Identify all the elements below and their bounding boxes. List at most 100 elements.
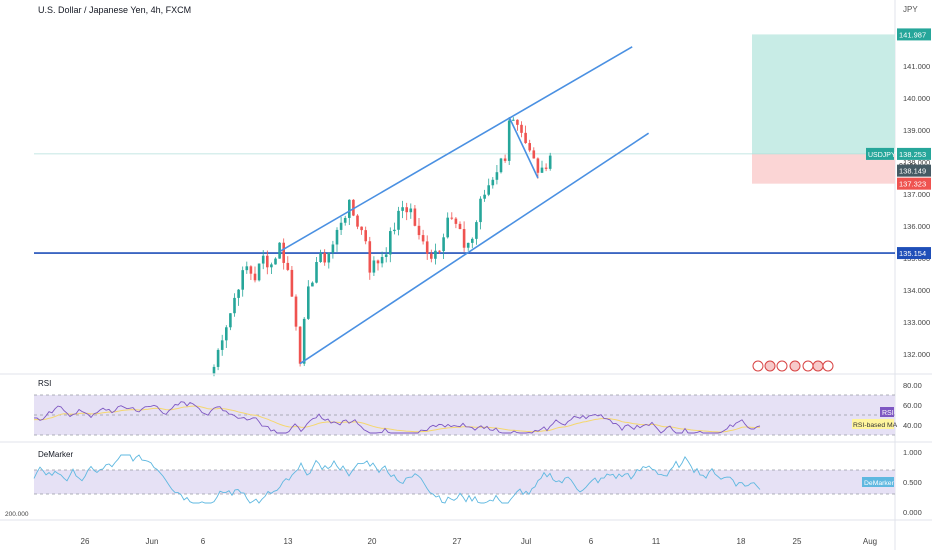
rsi-tick-label: 60.00 <box>903 401 922 410</box>
candle-body <box>282 242 285 263</box>
demarker-tick-label: 1.000 <box>903 448 922 457</box>
event-flag-icon <box>822 360 834 372</box>
candle-body <box>270 264 273 268</box>
candle-body <box>516 119 519 125</box>
demarker-badge-bg <box>862 477 894 487</box>
candle-body <box>401 207 404 211</box>
candle-body <box>266 255 269 268</box>
candle-body <box>298 326 302 364</box>
candle-body <box>446 217 449 238</box>
candle-body <box>253 273 257 281</box>
profit-zone <box>752 34 895 154</box>
current-price-badge-bg <box>897 147 931 160</box>
candle-body <box>413 208 417 226</box>
candle-body <box>212 366 216 374</box>
price-tick-label: 139.000 <box>903 126 930 135</box>
event-flag-icon <box>789 360 801 372</box>
candle-body <box>520 124 523 133</box>
candle-body <box>257 263 261 281</box>
candle-body <box>286 262 290 270</box>
candle-body <box>438 250 441 252</box>
candle-body <box>384 254 388 257</box>
candle-body <box>315 262 318 283</box>
candle-body <box>274 258 277 265</box>
candle-body <box>331 244 335 253</box>
rsi-ma-badge: RSI-based MA <box>853 422 898 429</box>
chart-title: U.S. Dollar / Japanese Yen, 4h, FXCM <box>38 5 192 15</box>
candle-body <box>434 250 437 259</box>
demarker-tick-label: 0.000 <box>903 508 922 517</box>
candle-body <box>548 155 552 169</box>
candle-body <box>278 242 281 259</box>
rsi-tick-label: 40.00 <box>903 421 922 430</box>
candle-body <box>442 237 445 252</box>
current-price-badge: 138.253 <box>899 150 926 159</box>
price-tick-label: 138.000 <box>903 158 930 167</box>
candle-body <box>450 217 454 219</box>
symbol-badge-bg <box>866 147 894 160</box>
candle-body <box>491 179 495 186</box>
rsi-band <box>34 395 895 435</box>
rsi-badge: RSI <box>882 410 894 417</box>
symbol-badge: USDJPY <box>868 152 896 159</box>
candle-body <box>536 158 540 173</box>
rsi-pane-label: RSI <box>38 379 52 388</box>
candle-body <box>323 253 326 263</box>
candle-body <box>487 185 490 195</box>
price-tick-label: 140.000 <box>903 94 930 103</box>
demarker-band <box>34 470 895 494</box>
target-price-badge: 141.987 <box>899 30 926 39</box>
price-tick-label: 141.000 <box>903 62 930 71</box>
candle-body <box>540 167 544 173</box>
x-tick-label: 18 <box>737 537 746 546</box>
candle-body <box>499 158 503 173</box>
candle-body <box>405 207 408 213</box>
candle-body <box>425 241 429 254</box>
candle-body <box>307 286 310 319</box>
bid-price-badge: 138.149 <box>899 167 926 176</box>
candle-body <box>237 289 240 298</box>
candle-body <box>471 238 474 243</box>
candle-body <box>389 231 392 255</box>
candle-body <box>216 349 220 367</box>
x-tick-label: 6 <box>589 537 594 546</box>
demarker-tick-label: 0.500 <box>903 478 922 487</box>
x-tick-label: Jul <box>521 537 531 546</box>
event-flag-icon <box>752 360 764 372</box>
candle-body <box>524 132 527 144</box>
rsi-badge-bg <box>880 407 894 417</box>
x-tick-label: 26 <box>81 537 90 546</box>
candle-body <box>311 282 314 287</box>
rsi-line <box>33 401 761 434</box>
candle-body <box>421 235 425 242</box>
target-price-badge-bg <box>897 28 931 41</box>
candle-body <box>343 217 347 223</box>
candle-body <box>372 260 376 273</box>
candle-body <box>225 327 228 341</box>
candle-body <box>475 222 478 239</box>
support-price-badge-bg <box>897 247 931 260</box>
candle-body <box>430 253 433 259</box>
event-flag-icon <box>812 360 824 372</box>
candle-body <box>393 229 396 232</box>
candle-body <box>220 340 224 350</box>
rsi-ma-line <box>33 405 761 433</box>
candle-body <box>364 230 367 242</box>
event-flag-icon <box>776 360 788 372</box>
price-tick-label: 134.000 <box>903 286 930 295</box>
candle-body <box>454 218 458 224</box>
x-tick-label: 25 <box>793 537 802 546</box>
price-tick-label: 133.000 <box>903 318 930 327</box>
candle-body <box>327 252 331 263</box>
candle-body <box>352 199 355 216</box>
bid-price-badge-bg <box>897 164 931 177</box>
rsi-ma-badge-bg <box>852 419 894 429</box>
candle-body <box>417 225 421 236</box>
x-tick-label: Aug <box>863 537 877 546</box>
x-tick-label: 13 <box>284 537 293 546</box>
price-tick-label: 137.000 <box>903 190 930 199</box>
x-tick-label: Jun <box>146 537 159 546</box>
candle-body <box>458 223 462 230</box>
